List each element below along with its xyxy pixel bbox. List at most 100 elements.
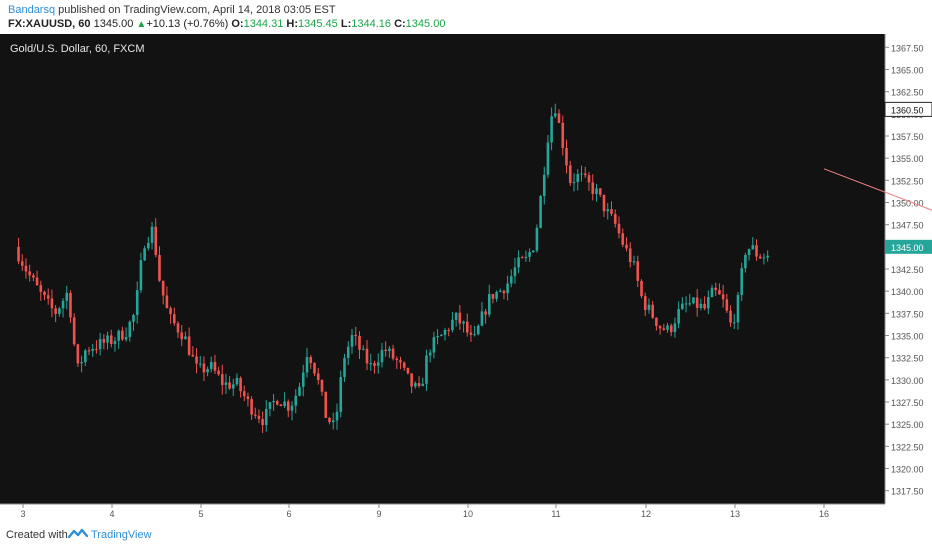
tradingview-logo-icon[interactable] (68, 527, 88, 541)
y-tick-label: 1347.50 (891, 221, 924, 231)
candle-body (721, 294, 725, 300)
candle-body (35, 277, 39, 286)
candle-body (520, 257, 524, 259)
author-link[interactable]: Bandarsq (8, 4, 56, 16)
candle-body (410, 373, 413, 387)
close-value: 1345.00 (405, 18, 446, 30)
candle-body (565, 148, 568, 166)
candle-body (643, 296, 647, 310)
candle-body (707, 297, 710, 309)
x-tick-label: 13 (730, 509, 740, 519)
candle-body (202, 363, 206, 373)
candle-body (346, 346, 350, 358)
candle-body (688, 303, 692, 305)
candle-body (480, 311, 484, 326)
chart-area[interactable]: Gold/U.S. Dollar, 60, FXCM 1367.50 1365.0… (0, 34, 932, 519)
candle-body (95, 348, 98, 350)
candle-body (655, 317, 658, 326)
candle-body (662, 328, 666, 330)
candle-body (436, 336, 439, 338)
candle-body (725, 299, 729, 311)
high-value: 1345.45 (298, 18, 338, 30)
price-chart[interactable]: Gold/U.S. Dollar, 60, FXCM 1367.50 1365.0… (0, 34, 932, 519)
last-price-tag (885, 239, 932, 254)
candle-body (102, 338, 106, 343)
candle-body (28, 271, 31, 276)
candle-body (331, 420, 335, 423)
candle-body (677, 308, 680, 324)
candle-body (451, 319, 454, 331)
candle-body (76, 344, 80, 364)
candle-body (286, 401, 290, 411)
candle-body (39, 285, 43, 292)
candle-body (617, 223, 621, 234)
candle-body (24, 265, 28, 272)
candle-body (610, 209, 613, 214)
change-value: +10.13 (+0.76%) (146, 18, 229, 30)
tradingview-brand[interactable]: TradingView (91, 529, 152, 541)
y-tick-label: 1332.50 (891, 354, 924, 364)
time-axis[interactable] (0, 504, 885, 519)
candle-body (161, 280, 165, 296)
candle-body (184, 336, 187, 340)
candle-body (539, 196, 542, 228)
candle-body (576, 174, 580, 182)
candle-body (139, 260, 143, 291)
y-tick-label: 1322.50 (891, 442, 924, 452)
candle-body (502, 290, 506, 294)
candle-body (580, 173, 583, 175)
candle-body (335, 411, 339, 421)
candle-body (324, 391, 328, 418)
candle-body (751, 245, 755, 250)
candle-body (80, 362, 83, 364)
candle-body (732, 322, 736, 324)
candle-body (279, 404, 283, 407)
candles (17, 103, 769, 434)
candle-body (406, 367, 410, 374)
x-tick-label: 6 (286, 509, 291, 519)
candle-body (399, 360, 402, 363)
candle-body (224, 382, 228, 385)
candle-body (358, 335, 361, 350)
candle-body (275, 401, 279, 405)
candle-body (384, 349, 387, 352)
y-tick-label: 1340.00 (891, 287, 924, 297)
candle-body (298, 386, 301, 396)
candle-body (487, 294, 491, 315)
candle-body (235, 377, 239, 385)
candle-body (373, 363, 376, 366)
ohlc-line: FX:XAUUSD, 60 1345.00 ▲+10.13 (+0.76%) O… (8, 18, 445, 30)
candle-body (684, 303, 688, 305)
open-label: O: (231, 18, 244, 30)
x-tick-label: 4 (109, 509, 114, 519)
candle-body (301, 372, 305, 387)
candle-body (561, 122, 565, 149)
candle-body (54, 308, 57, 314)
candle-body (165, 295, 169, 309)
candle-body (740, 268, 743, 295)
candle-body (147, 242, 150, 249)
candle-body (524, 256, 528, 258)
candle-body (517, 257, 520, 268)
candle-body (669, 325, 673, 333)
candle-body (106, 335, 109, 343)
candle-body (195, 356, 198, 364)
candle-body (613, 213, 617, 224)
candle-body (217, 370, 220, 375)
candle-body (154, 226, 158, 255)
y-tick-label: 1335.00 (891, 332, 924, 342)
candle-body (391, 348, 395, 359)
x-axis-ticks: 3 4 5 6 9 10 11 12 13 16 (20, 504, 829, 519)
candle-body (294, 395, 298, 406)
candle-body (305, 357, 309, 373)
candle-body (231, 384, 235, 389)
candle-body (242, 391, 246, 397)
candle-body (272, 401, 275, 403)
candle-body (766, 255, 769, 258)
candle-body (762, 257, 766, 259)
candle-body (651, 304, 654, 318)
candle-body (550, 116, 553, 143)
candle-body (117, 330, 120, 341)
high-label: H: (286, 18, 299, 30)
candle-body (758, 256, 762, 259)
